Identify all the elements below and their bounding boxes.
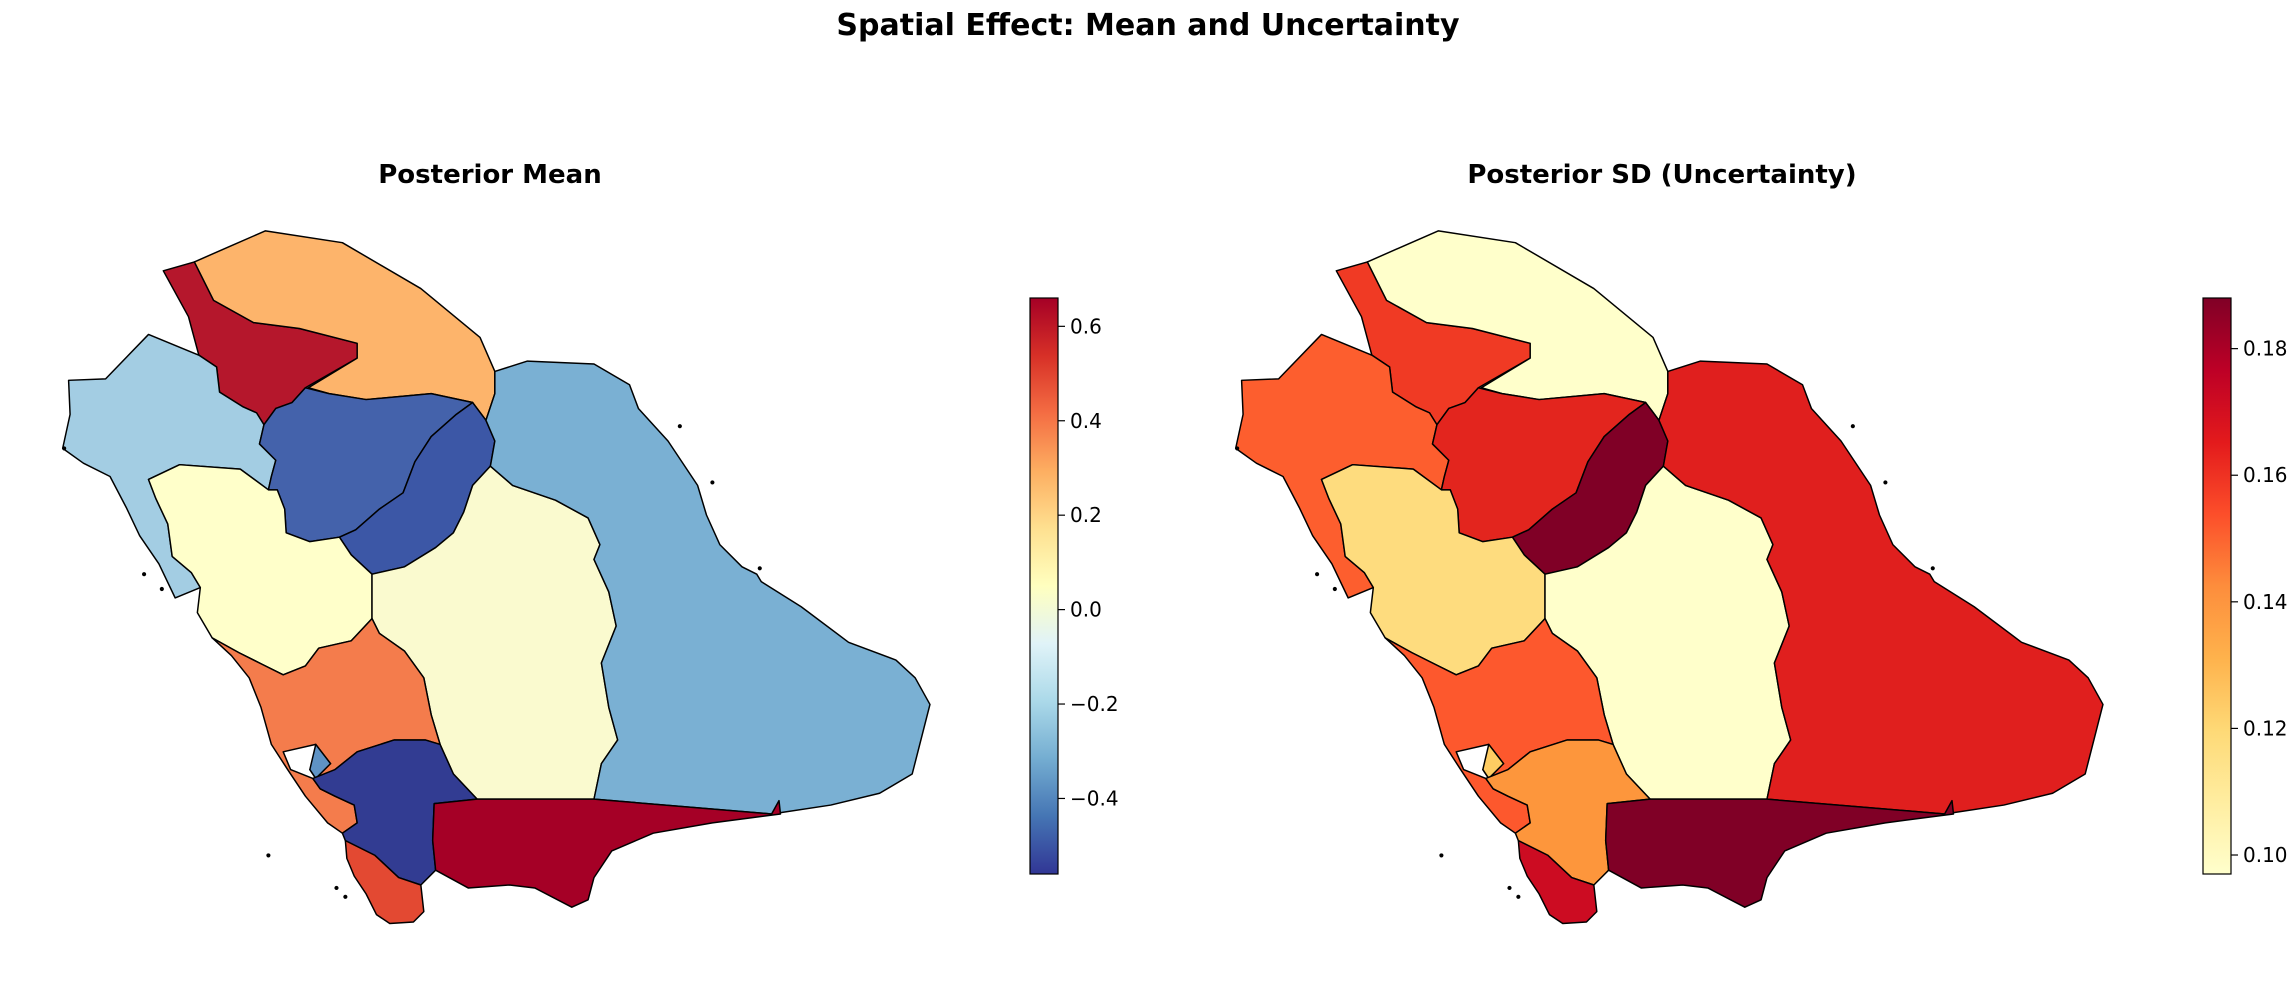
coast-island: [677, 424, 682, 429]
posterior-sd-map: [1234, 230, 2104, 925]
posterior-sd-title: Posterior SD (Uncertainty): [1467, 160, 1857, 190]
region-jazan: [1517, 839, 1598, 925]
coast-island: [334, 885, 339, 891]
posterior-sd-colorbar-tick-label: 0.10: [2243, 843, 2288, 867]
posterior-mean-map: [61, 230, 931, 925]
coast-island: [1439, 853, 1444, 858]
posterior-mean-colorbar: −0.4 −0.2 0.0 0.2 0.4 0.6: [1029, 297, 1119, 875]
posterior-mean-colorbar-tick-label: 0.0: [1070, 598, 1102, 622]
region-al-bahah: [1482, 743, 1505, 780]
region-al-bahah: [309, 743, 332, 780]
posterior-mean-title: Posterior Mean: [378, 160, 602, 190]
coast-island: [1883, 480, 1888, 485]
region-jazan: [344, 839, 425, 925]
coast-island: [757, 566, 762, 571]
coast-island: [1507, 885, 1512, 891]
coast-island: [266, 853, 271, 858]
coast-island: [343, 894, 348, 899]
region-najran: [431, 798, 782, 908]
posterior-mean-colorbar-gradient: [1029, 297, 1059, 875]
coast-island: [159, 586, 164, 592]
posterior-mean-colorbar-tick-label: −0.2: [1070, 692, 1119, 716]
coast-island: [1930, 566, 1935, 571]
coast-island: [710, 480, 715, 485]
coast-island: [62, 446, 67, 451]
region-eastern-province: [1658, 360, 2104, 815]
region-najran: [1604, 798, 1955, 908]
posterior-sd-colorbar-tick-label: 0.18: [2243, 337, 2288, 361]
posterior-sd-colorbar-tick-label: 0.14: [2243, 590, 2288, 614]
posterior-sd-colorbar-tick-label: 0.12: [2243, 716, 2288, 740]
posterior-sd-colorbar: 0.10 0.12 0.14 0.16 0.18: [2202, 297, 2288, 875]
posterior-mean-colorbar-tick-label: 0.4: [1070, 409, 1102, 433]
posterior-sd-colorbar-gradient: [2202, 297, 2232, 875]
coast-island: [1332, 586, 1337, 592]
coast-island: [1850, 424, 1855, 429]
coast-island: [1315, 572, 1320, 577]
region-eastern-province: [485, 360, 931, 815]
coast-island: [1516, 894, 1521, 899]
posterior-mean-colorbar-tick-label: −0.4: [1070, 786, 1119, 810]
coast-island: [142, 572, 147, 577]
posterior-mean-colorbar-tick-label: 0.6: [1070, 314, 1102, 338]
posterior-sd-colorbar-tick-label: 0.16: [2243, 463, 2288, 487]
posterior-mean-colorbar-tick-label: 0.2: [1070, 503, 1102, 527]
figure-title: Spatial Effect: Mean and Uncertainty: [836, 8, 1460, 43]
coast-island: [1235, 446, 1240, 451]
